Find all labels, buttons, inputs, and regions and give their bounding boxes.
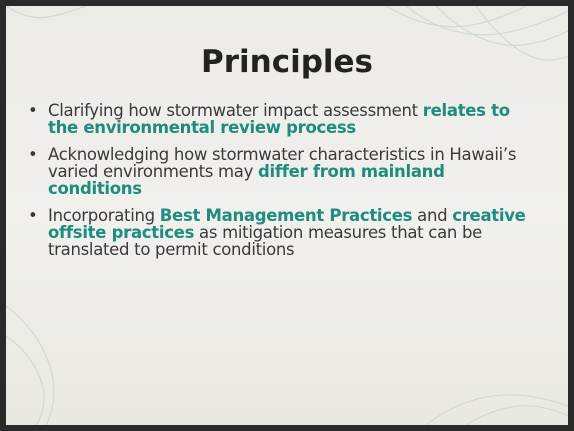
bullet: Incorporating Best Management Practices … xyxy=(26,207,526,258)
bullet: Clarifying how stormwater impact assessm… xyxy=(26,102,526,136)
slide-title: Principles xyxy=(6,44,568,80)
slide: Principles Clarifying how stormwater imp… xyxy=(0,0,574,431)
bullet-list: Clarifying how stormwater impact assessm… xyxy=(26,102,526,268)
slide-panel: Principles Clarifying how stormwater imp… xyxy=(6,6,568,425)
bullet: Acknowledging how stormwater characteris… xyxy=(26,146,526,197)
